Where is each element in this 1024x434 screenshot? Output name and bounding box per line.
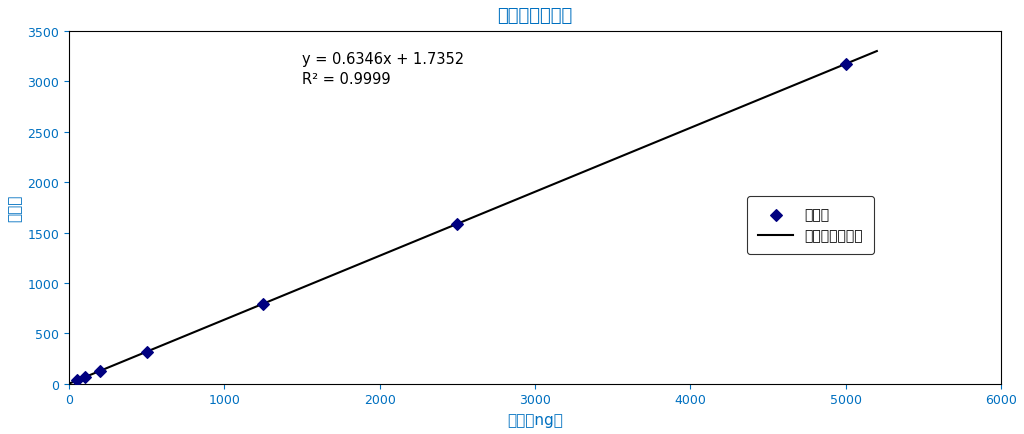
Title: 丙烯醇标准曲线: 丙烯醇标准曲线 [498,7,572,25]
Point [69,377,85,384]
Text: R² = 0.9999: R² = 0.9999 [302,72,391,87]
Point [138,349,155,355]
Point [450,221,466,228]
Point [77,374,93,381]
Y-axis label: 峰面积: 峰面积 [7,194,22,222]
Text: y = 0.6346x + 1.7352: y = 0.6346x + 1.7352 [302,52,464,67]
Point [255,300,271,307]
Legend: 峰面积, 线性（峰面积）: 峰面积, 线性（峰面积） [748,197,873,254]
Point [92,368,109,375]
X-axis label: 含量（ng）: 含量（ng） [507,412,563,427]
Point [838,61,854,68]
